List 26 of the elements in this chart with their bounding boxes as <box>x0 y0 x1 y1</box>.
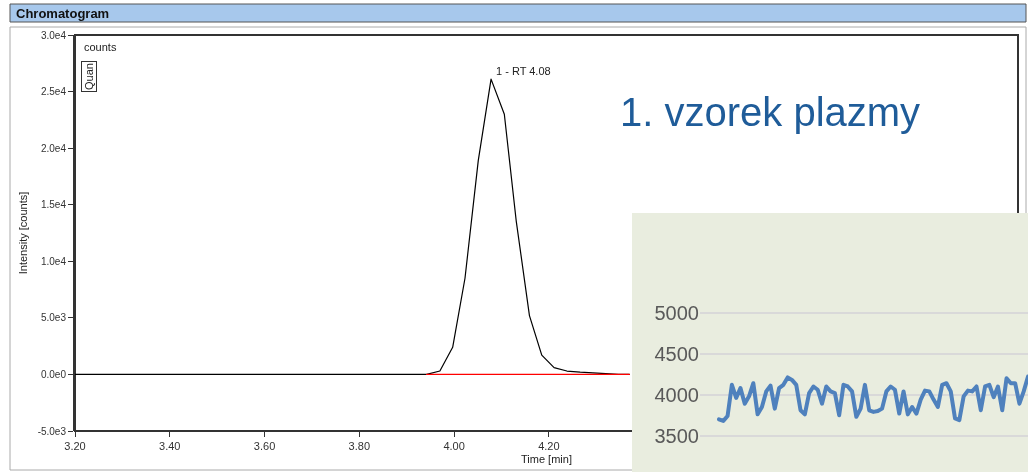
y-tick-label: 4000 <box>654 383 699 406</box>
x-tick-label: 4.00 <box>443 440 465 453</box>
y-tick-label: 2.5e4 <box>40 86 67 98</box>
annotation: Quan <box>83 63 95 90</box>
annotation: 1 - RT 4.08 <box>496 65 551 77</box>
y-tick-label: 1.0e4 <box>40 255 67 267</box>
line-series <box>717 374 1028 423</box>
y-tick-label: 3500 <box>654 424 699 447</box>
annotation: 1. vzorek plazmy <box>620 90 921 134</box>
annotation: counts <box>84 41 117 53</box>
x-tick-label: 3.20 <box>64 440 86 453</box>
y-tick-label: 0.0e0 <box>40 368 67 380</box>
y-axis-title: Intensity [counts] <box>16 191 29 275</box>
y-tick-label: 1.5e4 <box>40 199 67 211</box>
x-tick-label: 3.80 <box>348 440 371 453</box>
y-tick-label: 5.0e3 <box>40 312 67 324</box>
chart-title: Chromatogram <box>16 6 110 21</box>
x-tick-label: 3.60 <box>253 440 276 453</box>
y-tick-label: 5000 <box>654 301 699 324</box>
x-tick-label: 3.40 <box>159 440 181 453</box>
y-tick-label: 2.0e4 <box>40 142 67 154</box>
x-tick-label: 4.20 <box>538 440 560 453</box>
y-tick-label: 3.0e4 <box>40 29 67 41</box>
y-tick-label: -5.0e3 <box>37 425 67 437</box>
y-tick-label: 4500 <box>654 342 699 365</box>
x-axis-title: Time [min] <box>521 453 572 466</box>
